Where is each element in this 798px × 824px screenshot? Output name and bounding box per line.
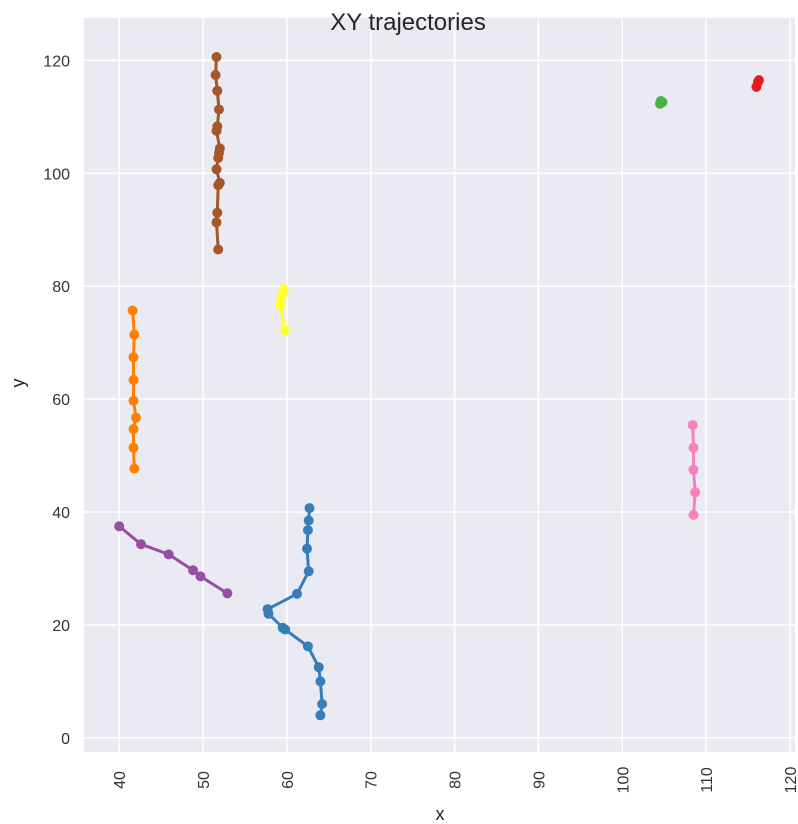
y-tick-label: 0 (61, 731, 70, 748)
x-tick-label: 100 (615, 767, 632, 794)
data-point (195, 571, 206, 582)
data-point (212, 207, 223, 218)
data-point (278, 284, 289, 294)
x-tick-label: 70 (364, 771, 381, 789)
data-point (214, 143, 225, 154)
data-point (303, 566, 314, 577)
y-tick-label: 20 (52, 618, 70, 635)
data-point (128, 424, 139, 434)
data-point (688, 464, 699, 475)
x-tick-label: 40 (112, 771, 129, 789)
data-point (317, 699, 328, 709)
y-tick-label: 120 (43, 53, 70, 70)
data-point (214, 177, 225, 188)
grid-lines (84, 18, 795, 752)
x-tick-label: 120 (783, 767, 798, 794)
x-axis-label: x (436, 804, 445, 824)
data-point (222, 588, 233, 599)
series-6 (210, 52, 225, 255)
chart-title: XY trajectories (330, 9, 486, 36)
x-tick-label: 90 (531, 771, 548, 789)
data-point (212, 121, 223, 132)
data-point (303, 515, 314, 526)
data-point (128, 442, 139, 453)
x-tick-label: 80 (448, 771, 465, 789)
data-point (688, 442, 699, 453)
data-point (688, 509, 699, 520)
x-tick-label: 50 (196, 771, 213, 789)
data-point (213, 244, 224, 255)
data-point (114, 521, 125, 532)
data-point (313, 662, 324, 673)
data-point (304, 503, 315, 514)
plot-area (84, 18, 795, 752)
data-point (129, 463, 140, 474)
series-7 (275, 284, 291, 336)
x-tick-label: 110 (699, 767, 716, 793)
x-tick-labels: 40 50 60 70 80 90 100 110 120 (112, 767, 798, 794)
data-point (127, 305, 138, 316)
y-axis-label: y (8, 379, 28, 388)
series-1 (262, 503, 328, 721)
data-point (136, 539, 146, 550)
data-point (210, 70, 221, 80)
data-point (131, 412, 141, 423)
data-point (315, 710, 326, 721)
data-point (315, 676, 326, 687)
series-8 (687, 420, 701, 520)
y-tick-label: 80 (52, 279, 70, 296)
y-tick-labels: 0 20 40 60 80 100 120 (43, 53, 70, 748)
data-point (753, 75, 764, 86)
data-point (302, 641, 313, 652)
data-point (687, 420, 698, 431)
series-5 (114, 521, 233, 599)
data-point (690, 487, 701, 498)
data-point (129, 329, 140, 340)
data-point (262, 604, 273, 615)
y-tick-label: 40 (52, 505, 70, 522)
data-point (277, 622, 288, 633)
x-tick-label: 60 (280, 771, 297, 789)
data-point (212, 85, 223, 96)
data-point (302, 525, 313, 536)
series-3 (655, 96, 668, 109)
data-point (211, 52, 222, 62)
data-point (280, 325, 291, 336)
data-point (211, 217, 222, 228)
data-point (128, 395, 139, 406)
data-point (211, 164, 222, 175)
data-point (128, 352, 139, 363)
y-tick-label: 100 (43, 166, 70, 183)
series-4 (751, 75, 764, 92)
y-tick-label: 60 (52, 392, 70, 409)
series-layer (114, 52, 764, 721)
data-point (188, 565, 198, 576)
data-point (292, 588, 302, 599)
data-point (128, 374, 139, 385)
series-2 (127, 305, 141, 474)
data-point (214, 104, 224, 115)
data-point (655, 96, 666, 106)
data-point (163, 549, 174, 560)
data-point (302, 543, 312, 554)
